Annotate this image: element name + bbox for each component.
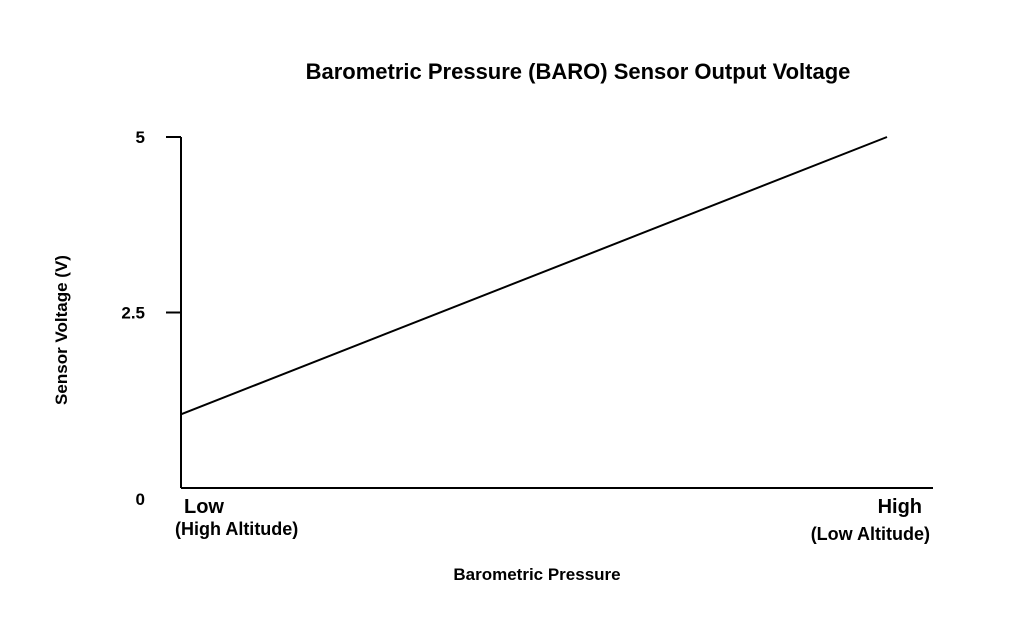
x-axis-label: Barometric Pressure: [453, 565, 620, 584]
x-tick-sublabel: (Low Altitude): [811, 524, 930, 544]
x-tick-label: Low: [184, 496, 224, 518]
y-ticks: 02.55: [121, 128, 181, 509]
y-tick-label: 2.5: [121, 304, 145, 323]
chart-title: Barometric Pressure (BARO) Sensor Output…: [306, 59, 851, 84]
x-tick-label: High: [878, 496, 922, 518]
y-axis-label: Sensor Voltage (V): [52, 255, 71, 405]
x-tick-sublabel: (High Altitude): [175, 519, 298, 539]
axes: [180, 137, 933, 489]
series: [180, 136, 888, 416]
y-tick-label: 0: [136, 490, 145, 509]
x-ticks: Low(High Altitude) High (Low Altitude): [175, 496, 930, 544]
series-line: [180, 136, 888, 416]
y-tick-label: 5: [136, 128, 145, 147]
